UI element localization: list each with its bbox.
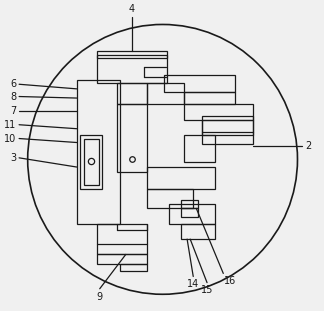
Bar bbox=[117, 104, 147, 172]
Text: 6: 6 bbox=[10, 79, 16, 89]
Text: 4: 4 bbox=[129, 4, 135, 14]
Bar bbox=[80, 135, 102, 188]
Bar bbox=[120, 264, 147, 271]
Bar bbox=[164, 75, 235, 92]
Bar bbox=[147, 188, 193, 208]
Bar bbox=[202, 119, 253, 135]
Bar bbox=[181, 208, 198, 217]
Text: 11: 11 bbox=[4, 120, 16, 130]
Bar bbox=[184, 104, 253, 119]
Bar bbox=[97, 224, 147, 254]
Bar bbox=[147, 167, 215, 188]
Bar bbox=[84, 138, 99, 184]
Bar bbox=[97, 254, 147, 264]
Bar bbox=[184, 135, 215, 162]
Bar bbox=[97, 50, 167, 58]
Text: 16: 16 bbox=[224, 276, 236, 286]
Bar bbox=[117, 83, 147, 104]
Text: 14: 14 bbox=[187, 279, 199, 289]
Text: 10: 10 bbox=[4, 133, 16, 143]
Text: 8: 8 bbox=[10, 91, 16, 101]
Text: 15: 15 bbox=[201, 285, 213, 295]
Bar bbox=[202, 116, 253, 144]
Text: 7: 7 bbox=[10, 106, 16, 116]
Bar bbox=[184, 92, 235, 104]
Bar bbox=[181, 200, 198, 208]
Bar bbox=[169, 204, 215, 224]
Bar bbox=[77, 80, 120, 224]
Text: 3: 3 bbox=[10, 153, 16, 163]
Text: 9: 9 bbox=[97, 292, 103, 302]
Bar bbox=[147, 83, 184, 104]
Text: 2: 2 bbox=[305, 141, 311, 151]
Bar bbox=[97, 55, 167, 83]
Bar bbox=[181, 224, 215, 239]
